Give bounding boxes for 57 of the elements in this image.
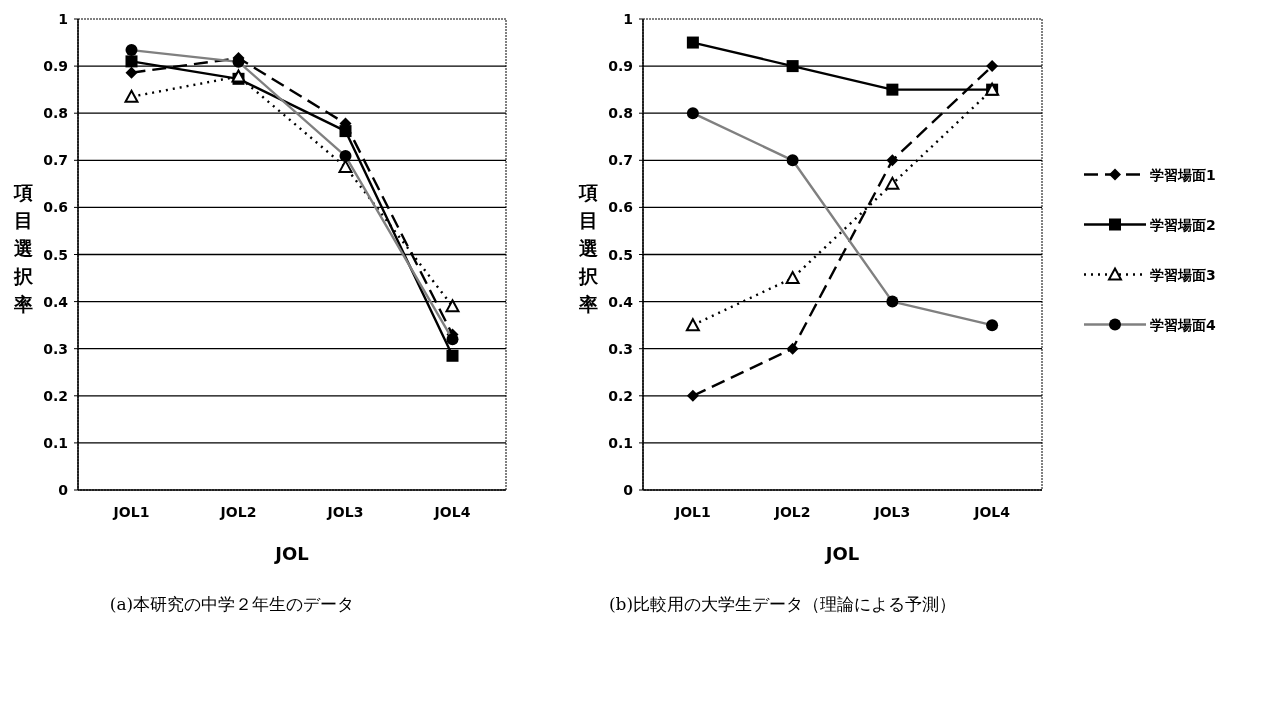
- xtick: JOL3: [327, 504, 364, 520]
- ytick: 0: [58, 482, 68, 498]
- ytick: 0.1: [608, 434, 633, 451]
- ytick: 0.3: [43, 340, 68, 357]
- point: [886, 83, 899, 96]
- ytick: 0.7: [43, 152, 68, 169]
- ytick: 0.5: [43, 246, 68, 263]
- x-axis-title: JOL: [823, 543, 860, 564]
- ylabel: 項目選択率: [578, 180, 598, 315]
- ytick: 0.3: [608, 340, 633, 357]
- point: [686, 36, 699, 49]
- legend-label: 学習場面3: [1150, 266, 1216, 283]
- ytick: 0.1: [43, 434, 68, 451]
- ytick: 1: [58, 11, 68, 27]
- x-axis-title: JOL: [273, 543, 309, 564]
- ylabel: 項目選択率: [13, 180, 33, 315]
- xtick: JOL2: [220, 504, 257, 520]
- text: (a)本研究の中学２年生のデータ: [109, 594, 355, 614]
- ytick: 1: [623, 11, 633, 27]
- point: [445, 299, 460, 313]
- xtick: JOL1: [675, 504, 711, 520]
- point: [125, 66, 138, 79]
- point: [685, 318, 700, 332]
- ytick: 0.8: [43, 105, 68, 122]
- ytick: 0.7: [608, 152, 633, 169]
- point: [338, 159, 353, 173]
- xtick: JOL4: [974, 504, 1010, 520]
- ytick: 0.6: [608, 199, 633, 216]
- xtick: JOL1: [113, 504, 150, 520]
- point: [885, 176, 900, 190]
- ytick: 0.2: [43, 387, 68, 404]
- legend-label: 学習場面4: [1150, 316, 1216, 333]
- point: [686, 389, 699, 402]
- ytick: 0: [623, 482, 633, 498]
- point: [125, 55, 138, 68]
- point: [986, 60, 999, 73]
- legend-label: 学習場面1: [1150, 166, 1216, 183]
- xtick: JOL3: [874, 504, 911, 520]
- xtick: JOL4: [434, 504, 471, 520]
- point: [886, 154, 899, 167]
- ytick: 0.4: [43, 293, 68, 310]
- point: [786, 60, 799, 73]
- ytick: 0.2: [608, 387, 633, 404]
- ytick: 0.9: [608, 58, 633, 75]
- ytick: 0.5: [608, 246, 633, 263]
- point: [446, 349, 459, 362]
- text: (b)比較用の大学生データ（理論による予測）: [608, 594, 957, 614]
- ytick: 0.9: [43, 58, 68, 75]
- ytick: 0.4: [608, 293, 633, 310]
- legend-label: 学習場面2: [1150, 216, 1216, 233]
- point: [124, 89, 139, 103]
- point: [786, 342, 799, 355]
- ytick: 0.8: [608, 105, 633, 122]
- xtick: JOL2: [774, 504, 811, 520]
- point: [785, 271, 800, 285]
- point: [339, 125, 352, 138]
- ytick: 0.6: [43, 199, 68, 216]
